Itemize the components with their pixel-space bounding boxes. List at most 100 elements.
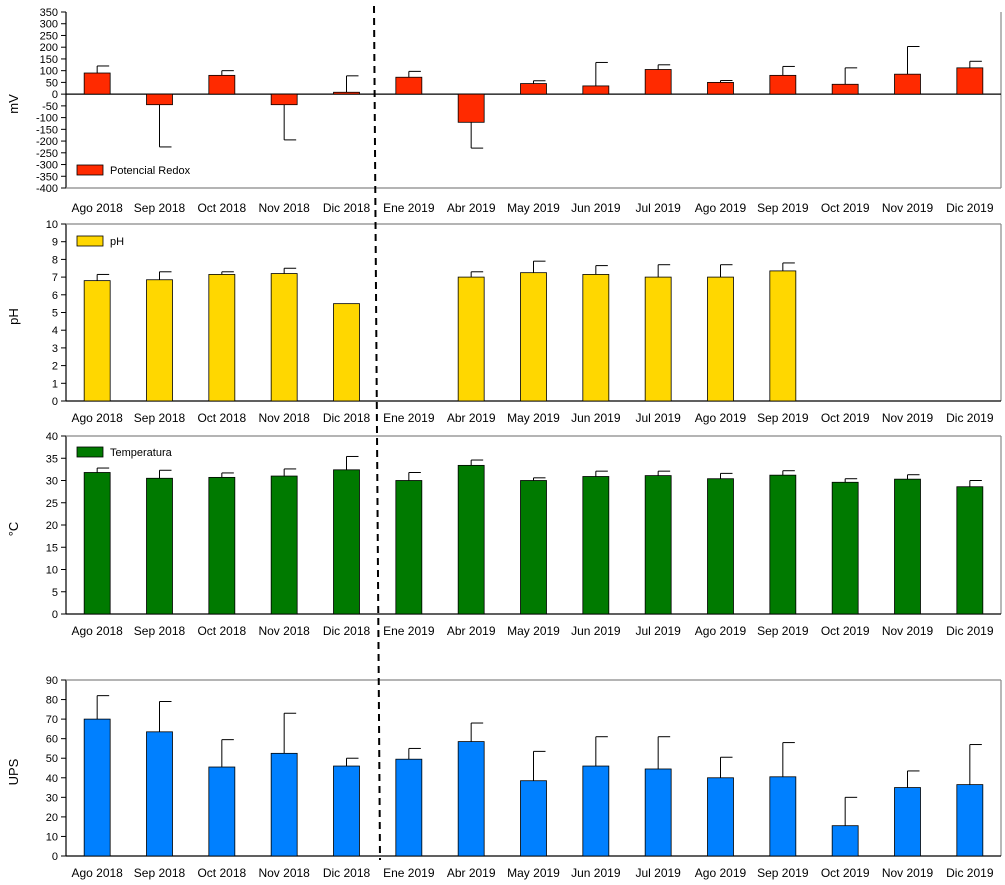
bar [146, 93, 173, 106]
y-tick-label: 5 [52, 587, 58, 599]
y-tick-label: -50 [42, 101, 58, 113]
x-tick-label: Nov 2019 [882, 866, 934, 880]
x-tick-label: Dic 2018 [323, 624, 371, 638]
bar [582, 476, 610, 615]
bar [769, 270, 797, 402]
x-tick-label: Ago 2018 [71, 411, 123, 425]
bar [270, 475, 298, 615]
x-tick-label: Nov 2018 [258, 624, 310, 638]
y-tick-label: 80 [46, 695, 58, 707]
x-tick-label: Dic 2018 [323, 411, 371, 425]
bar [395, 758, 423, 857]
bar [644, 69, 672, 95]
x-tick-label: Oct 2018 [197, 201, 246, 215]
y-tick-label: 2 [52, 361, 58, 373]
x-tick-label: Dic 2019 [946, 866, 994, 880]
x-tick-label: May 2019 [507, 411, 560, 425]
y-tick-label: 40 [46, 773, 58, 785]
y-tick-label: -100 [36, 113, 58, 125]
bar [270, 273, 298, 402]
bar [956, 486, 984, 615]
y-tick-label: -150 [36, 124, 58, 136]
x-tick-label: Ene 2019 [383, 866, 435, 880]
y-tick-label: 0 [52, 851, 58, 863]
x-tick-label: Sep 2019 [757, 866, 809, 880]
bar [644, 276, 672, 402]
x-tick-label: Abr 2019 [447, 624, 496, 638]
bar [707, 777, 734, 857]
legend-swatch [76, 235, 104, 247]
y-tick-label: -200 [36, 136, 58, 148]
x-tick-label: Nov 2019 [882, 411, 934, 425]
x-tick-label: Oct 2019 [821, 411, 870, 425]
x-tick-label: Oct 2018 [197, 624, 246, 638]
y-tick-label: 200 [40, 42, 58, 54]
x-tick-label: Jun 2019 [571, 411, 621, 425]
year-divider-line [373, 5, 381, 861]
y-axis-label: mV [6, 94, 21, 114]
bar [457, 741, 485, 857]
y-tick-label: 25 [46, 498, 58, 510]
x-tick-label: Jun 2019 [571, 624, 621, 638]
x-tick-label: May 2019 [507, 866, 560, 880]
x-tick-label: May 2019 [507, 201, 560, 215]
bar [146, 279, 173, 402]
bar [831, 83, 859, 95]
x-tick-label: Ene 2019 [383, 624, 435, 638]
y-tick-label: 50 [46, 77, 58, 89]
x-tick-label: Nov 2018 [258, 411, 310, 425]
bar [769, 474, 797, 615]
legend-label: Potencial Redox [110, 165, 191, 177]
x-tick-label: Oct 2019 [821, 866, 870, 880]
bar [894, 73, 921, 95]
bar [894, 478, 921, 615]
bar [520, 480, 547, 615]
x-tick-label: Oct 2019 [821, 624, 870, 638]
y-tick-label: 20 [46, 520, 58, 532]
y-tick-label: 150 [40, 54, 58, 66]
y-tick-label: 300 [40, 19, 58, 31]
y-tick-label: 40 [46, 431, 58, 443]
bar [894, 787, 921, 857]
y-tick-label: 0 [52, 89, 58, 101]
bar [707, 82, 734, 95]
x-tick-label: Jun 2019 [571, 866, 621, 880]
x-tick-label: Oct 2018 [197, 866, 246, 880]
x-tick-label: Dic 2018 [323, 201, 371, 215]
x-tick-label: Dic 2019 [946, 624, 994, 638]
legend: pH [76, 235, 124, 248]
y-tick-label: 350 [40, 7, 58, 19]
bar [582, 765, 610, 857]
bar [644, 475, 672, 615]
x-tick-label: Sep 2018 [134, 411, 186, 425]
x-tick-label: Jul 2019 [635, 201, 681, 215]
bar [956, 784, 984, 857]
x-tick-label: Oct 2018 [197, 411, 246, 425]
y-tick-label: 4 [52, 325, 58, 337]
x-tick-label: Dic 2019 [946, 201, 994, 215]
bar [333, 469, 360, 615]
chart-panel-4: 0 10 20 30 40 50 60 70 80 90 UPS Ago 2018 Sep 2018 Oc… [6, 675, 1002, 880]
bar [395, 76, 423, 95]
legend-swatch [76, 164, 104, 176]
bar [270, 93, 298, 106]
x-tick-label: Sep 2019 [757, 624, 809, 638]
x-tick-label: Abr 2019 [447, 866, 496, 880]
bar [831, 481, 859, 615]
x-tick-label: Sep 2018 [134, 866, 186, 880]
y-tick-label: 3 [52, 343, 58, 355]
bar [333, 303, 360, 402]
bar [146, 731, 173, 857]
x-tick-label: Jul 2019 [635, 624, 681, 638]
y-tick-label: 5 [52, 308, 58, 320]
y-tick-label: 20 [46, 812, 58, 824]
x-tick-label: Nov 2018 [258, 866, 310, 880]
legend: Potencial Redox [76, 164, 191, 177]
x-tick-label: Ene 2019 [383, 201, 435, 215]
y-tick-label: 10 [46, 831, 58, 843]
y-axis-label: °C [6, 522, 21, 537]
x-tick-label: Ago 2018 [71, 624, 123, 638]
bar [83, 280, 111, 402]
y-axis-label: pH [6, 308, 21, 325]
